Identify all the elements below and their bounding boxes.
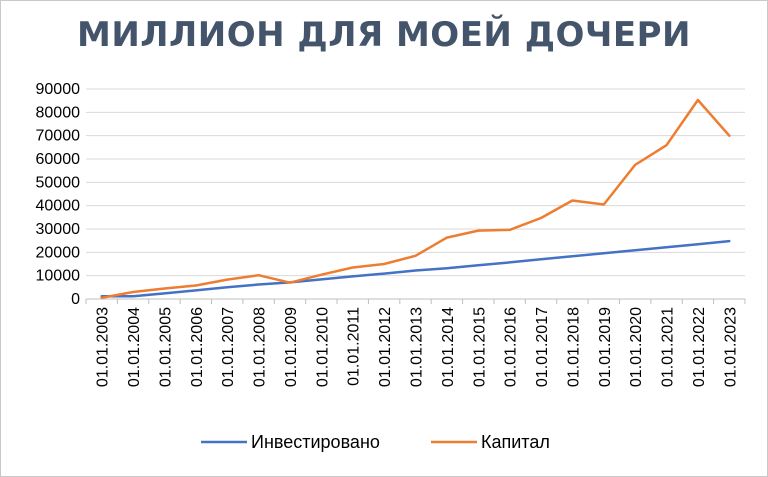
x-tick-label: 01.01.2018	[565, 307, 582, 387]
y-tick-label: 60000	[36, 151, 81, 168]
x-tick-label: 01.01.2008	[252, 307, 269, 387]
x-tick-label: 01.01.2009	[283, 307, 300, 387]
x-tick-label: 01.01.2017	[534, 307, 551, 387]
y-tick-label: 90000	[36, 81, 81, 98]
x-tick-label: 01.01.2022	[691, 307, 708, 387]
x-tick-label: 01.01.2020	[628, 307, 645, 387]
x-tick-label: 01.01.2021	[660, 307, 677, 387]
x-tick-label: 01.01.2014	[440, 307, 457, 387]
y-tick-label: 10000	[36, 268, 81, 285]
x-tick-label: 01.01.2012	[377, 307, 394, 387]
x-tick-label: 01.01.2004	[126, 307, 143, 387]
x-tick-label: 01.01.2016	[503, 307, 520, 387]
series-line-1	[100, 239, 731, 298]
x-tick-label: 01.01.2013	[409, 307, 426, 387]
x-tick-label: 01.01.2007	[220, 307, 237, 387]
series-line-2	[100, 98, 731, 300]
y-tick-label: 30000	[36, 221, 81, 238]
y-tick-label: 50000	[36, 174, 81, 191]
y-tick-label: 40000	[36, 198, 81, 215]
legend-label: Капитал	[481, 432, 550, 452]
y-tick-label: 0	[71, 291, 80, 308]
x-tick-label: 01.01.2010	[314, 307, 331, 387]
legend-label: Инвестировано	[251, 432, 380, 452]
x-tick-label: 01.01.2006	[189, 307, 206, 387]
y-tick-label: 70000	[36, 128, 81, 145]
x-tick-label: 01.01.2005	[157, 307, 174, 387]
x-tick-label: 01.01.2019	[597, 307, 614, 387]
x-tick-label: 01.01.2015	[471, 307, 488, 387]
y-tick-label: 80000	[36, 104, 81, 121]
y-tick-label: 20000	[36, 244, 81, 261]
chart-title: МИЛЛИОН ДЛЯ МОЕЙ ДОЧЕРИ	[77, 15, 691, 55]
x-tick-label: 01.01.2023	[722, 307, 739, 387]
x-tick-label: 01.01.2003	[95, 307, 112, 387]
x-tick-label: 01.01.2011	[346, 307, 363, 386]
